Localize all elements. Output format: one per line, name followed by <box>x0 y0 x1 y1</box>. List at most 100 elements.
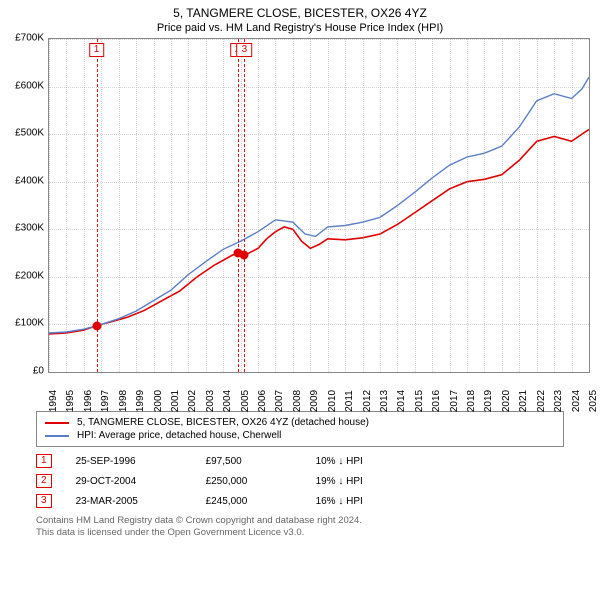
gridline-vertical <box>101 39 102 372</box>
gridline-horizontal <box>49 229 589 230</box>
gridline-vertical <box>66 39 67 372</box>
gridline-vertical <box>572 39 573 372</box>
gridline-vertical <box>537 39 538 372</box>
x-tick-label: 2005 <box>240 390 251 412</box>
x-tick-label: 2021 <box>518 390 529 412</box>
sale-diff: 16% ↓ HPI <box>316 496 363 507</box>
gridline-vertical <box>380 39 381 372</box>
x-tick-label: 1996 <box>83 390 94 412</box>
x-tick-label: 2017 <box>449 390 460 412</box>
x-tick-label: 2003 <box>205 390 216 412</box>
gridline-horizontal <box>49 39 589 40</box>
sale-date: 29-OCT-2004 <box>76 476 206 487</box>
marker-line <box>238 39 239 372</box>
gridline-vertical <box>450 39 451 372</box>
x-tick-label: 2024 <box>571 390 582 412</box>
chart-plot-area: 123 <box>48 38 590 373</box>
sale-row: 1 25-SEP-1996£97,50010% ↓ HPI <box>36 451 564 471</box>
chart-svg <box>49 39 589 372</box>
x-tick-label: 1998 <box>118 390 129 412</box>
gridline-horizontal <box>49 87 589 88</box>
x-tick-label: 1997 <box>100 390 111 412</box>
gridline-vertical <box>84 39 85 372</box>
series-hpi <box>49 77 589 333</box>
gridline-vertical <box>502 39 503 372</box>
y-tick-label: £700K <box>2 33 44 44</box>
x-tick-label: 2019 <box>483 390 494 412</box>
sale-diff: 19% ↓ HPI <box>316 476 363 487</box>
y-tick-label: £200K <box>2 270 44 281</box>
gridline-vertical <box>154 39 155 372</box>
x-tick-label: 2015 <box>414 390 425 412</box>
gridline-vertical <box>49 39 50 372</box>
sale-price: £97,500 <box>206 456 316 467</box>
gridline-vertical <box>432 39 433 372</box>
sale-diff: 10% ↓ HPI <box>316 456 363 467</box>
gridline-vertical <box>519 39 520 372</box>
legend-label: HPI: Average price, detached house, Cher… <box>77 430 281 441</box>
sale-badge: 2 <box>36 474 52 488</box>
gridline-vertical <box>171 39 172 372</box>
sale-row: 3 23-MAR-2005£245,00016% ↓ HPI <box>36 491 564 511</box>
x-tick-label: 2009 <box>309 390 320 412</box>
legend-swatch <box>45 422 69 424</box>
x-tick-label: 2025 <box>588 390 599 412</box>
x-tick-label: 2006 <box>257 390 268 412</box>
x-tick-label: 2018 <box>466 390 477 412</box>
gridline-vertical <box>484 39 485 372</box>
chart-title: 5, TANGMERE CLOSE, BICESTER, OX26 4YZ <box>0 0 600 20</box>
legend-label: 5, TANGMERE CLOSE, BICESTER, OX26 4YZ (d… <box>77 417 369 428</box>
gridline-vertical <box>275 39 276 372</box>
sales-table: 1 25-SEP-1996£97,50010% ↓ HPI 2 29-OCT-2004… <box>36 451 564 511</box>
gridline-vertical <box>397 39 398 372</box>
gridline-vertical <box>554 39 555 372</box>
x-tick-label: 2012 <box>362 390 373 412</box>
legend-item: HPI: Average price, detached house, Cher… <box>45 429 555 442</box>
gridline-vertical <box>258 39 259 372</box>
x-tick-label: 2010 <box>327 390 338 412</box>
gridline-vertical <box>188 39 189 372</box>
marker-dot <box>240 251 249 260</box>
y-tick-label: £400K <box>2 175 44 186</box>
chart-subtitle: Price paid vs. HM Land Registry's House … <box>0 20 600 38</box>
x-tick-label: 2022 <box>536 390 547 412</box>
marker-badge: 3 <box>237 43 253 57</box>
legend: 5, TANGMERE CLOSE, BICESTER, OX26 4YZ (d… <box>36 411 564 447</box>
x-axis-ticks: 1994199519961997199819992000200120022003… <box>48 373 590 405</box>
marker-dot <box>92 321 101 330</box>
gridline-vertical <box>328 39 329 372</box>
x-tick-label: 2002 <box>187 390 198 412</box>
sale-date: 25-SEP-1996 <box>76 456 206 467</box>
sale-date: 23-MAR-2005 <box>76 496 206 507</box>
gridline-horizontal <box>49 182 589 183</box>
gridline-horizontal <box>49 277 589 278</box>
y-tick-label: £0 <box>2 366 44 377</box>
sale-row: 229-OCT-2004£250,00019% ↓ HPI <box>36 471 564 491</box>
x-tick-label: 2004 <box>222 390 233 412</box>
y-tick-label: £300K <box>2 223 44 234</box>
x-tick-label: 2016 <box>431 390 442 412</box>
footnote: Contains HM Land Registry data © Crown c… <box>36 515 564 539</box>
legend-item: 5, TANGMERE CLOSE, BICESTER, OX26 4YZ (d… <box>45 416 555 429</box>
x-tick-label: 2011 <box>344 390 355 412</box>
gridline-vertical <box>363 39 364 372</box>
gridline-vertical <box>310 39 311 372</box>
sale-price: £245,000 <box>206 496 316 507</box>
gridline-vertical <box>345 39 346 372</box>
gridline-vertical <box>241 39 242 372</box>
x-tick-label: 2014 <box>396 390 407 412</box>
marker-line <box>244 39 245 372</box>
x-tick-label: 1995 <box>65 390 76 412</box>
x-tick-label: 1999 <box>135 390 146 412</box>
series-price_paid <box>49 129 589 334</box>
x-tick-label: 1994 <box>48 390 59 412</box>
x-tick-label: 2000 <box>153 390 164 412</box>
legend-swatch <box>45 435 69 437</box>
sale-badge: 3 <box>36 494 52 508</box>
sale-badge: 1 <box>36 454 52 468</box>
footnote-line: This data is licensed under the Open Gov… <box>36 527 564 539</box>
x-tick-label: 2008 <box>292 390 303 412</box>
gridline-vertical <box>589 39 590 372</box>
footnote-line: Contains HM Land Registry data © Crown c… <box>36 515 564 527</box>
gridline-horizontal <box>49 324 589 325</box>
